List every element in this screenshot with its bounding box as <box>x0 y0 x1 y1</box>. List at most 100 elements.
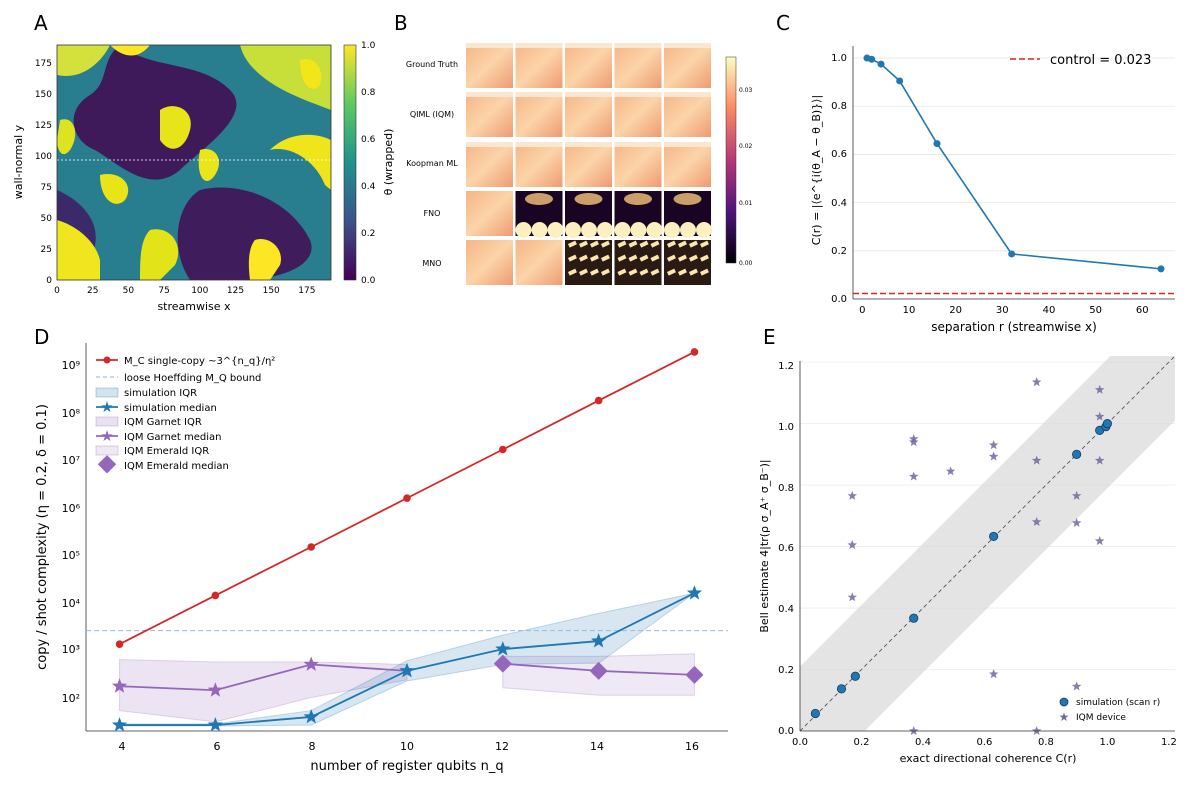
snapshot-blob <box>525 193 553 205</box>
c-xtick: 40 <box>1043 305 1056 316</box>
panel-b-cbar-ticks: 0.03 0.02 0.01 0.00 <box>739 87 753 267</box>
mc-point <box>690 348 699 356</box>
c-ytick: 0.4 <box>831 198 847 209</box>
panel-c-ylabel: C(r) = |⟨e^{i(θ_A − θ_B)}⟩| <box>810 95 823 245</box>
snapshot-stripe <box>590 240 599 248</box>
snapshot-top-band <box>614 43 662 48</box>
d-legend-label: simulation median <box>124 403 217 414</box>
snapshot-top-band <box>664 43 711 48</box>
b-cbar-tick: 0.01 <box>739 200 753 207</box>
coherence-line <box>866 57 1162 270</box>
snapshot-top-band <box>664 142 711 147</box>
panel-a-colorbar <box>343 44 357 281</box>
iqm-device-star <box>1094 411 1105 421</box>
a-ytick: 150 <box>35 90 52 100</box>
snapshot-stripe <box>650 254 660 262</box>
snapshot-stripe <box>700 254 709 262</box>
b-row-label: MNO <box>422 259 441 268</box>
b-cbar-tick: 0.02 <box>739 143 753 150</box>
coherence-point <box>868 55 876 63</box>
snapshot-top-band <box>515 43 563 48</box>
snapshot-blob <box>680 222 696 238</box>
simulation-point <box>1072 449 1082 459</box>
d-xtick: 14 <box>590 740 604 753</box>
snapshot-tile <box>664 43 711 88</box>
snapshot-stripe <box>601 254 610 262</box>
panel-c: C 0 10 20 30 40 50 60 0.0 0.2 0.4 0.6 0.… <box>776 11 1175 334</box>
e-ytick: 1.2 <box>778 361 794 372</box>
snapshot-tile <box>466 92 513 137</box>
panel-e: E 0.0 0.2 0.4 0.6 0.8 1.0 1.2 0.0 0.2 0.… <box>758 325 1177 765</box>
e-legend-star: ★ <box>1059 710 1070 724</box>
coherence-point <box>877 60 885 68</box>
snapshot-blob <box>581 222 597 238</box>
panel-e-data <box>799 355 1176 735</box>
iqm-device-star <box>1031 377 1042 387</box>
iqm-device-star <box>988 451 999 461</box>
simulation-point <box>850 671 860 681</box>
e-ytick: 0.4 <box>778 604 794 615</box>
snapshot-stripe <box>667 268 676 276</box>
c-ytick: 0.6 <box>831 149 847 160</box>
a-ytick: 175 <box>35 59 52 69</box>
a-ytick: 0 <box>46 276 52 286</box>
snapshot-tile <box>664 240 711 285</box>
emerald-median-diamond <box>493 654 512 673</box>
garnet-median-star <box>303 656 319 671</box>
snapshot-top-band <box>664 92 711 97</box>
snapshot-stripe <box>579 268 588 276</box>
panel-a-yticks: 0 25 50 75 100 125 150 175 <box>35 59 52 286</box>
snapshot-stripe <box>568 240 577 248</box>
panel-a-cbar-ticks: 0.0 0.2 0.4 0.6 0.8 1.0 <box>361 41 376 286</box>
panel-d-data <box>86 348 728 732</box>
snapshot-stripe <box>689 240 698 248</box>
e-xtick: 0.0 <box>792 737 808 748</box>
simulation-median-star <box>686 585 703 600</box>
snapshot-tile <box>614 92 662 137</box>
snapshot-stripe <box>617 268 627 276</box>
c-ytick: 1.0 <box>831 53 847 64</box>
b-cbar-tick: 0.00 <box>739 260 753 267</box>
emerald-median-diamond <box>685 665 704 684</box>
phase-heatmap <box>57 45 331 280</box>
iqm-device-star <box>988 440 999 450</box>
a-ytick: 100 <box>35 152 52 162</box>
snapshot-stripe <box>678 240 687 248</box>
snapshot-stripe <box>650 268 660 276</box>
d-ytick: 10⁸ <box>62 407 81 420</box>
panel-c-legend-label: control = 0.023 <box>1050 53 1151 68</box>
b-row-label: QIML (IQM) <box>410 110 454 119</box>
a-xtick: 75 <box>158 286 169 296</box>
iqm-device-star <box>1071 490 1082 500</box>
snapshot-stripe <box>639 254 649 262</box>
e-xtick: 0.4 <box>915 737 931 748</box>
snapshot-top-band <box>515 142 563 147</box>
e-xtick: 0.2 <box>854 737 870 748</box>
d-legend-label: M_C single-copy ~3^{n_q}/η² <box>124 356 275 367</box>
garnet-iqr-band <box>119 659 408 723</box>
snapshot-blob <box>597 222 613 238</box>
snapshot-stripe <box>628 268 638 276</box>
c-xtick: 30 <box>996 305 1009 316</box>
simulation-point <box>909 613 919 623</box>
iqm-device-star <box>1031 517 1042 526</box>
iqm-device-star <box>1094 536 1105 546</box>
e-legend-label: simulation (scan r) <box>1076 698 1160 708</box>
snapshot-top-band <box>466 142 513 147</box>
mc-point <box>499 445 507 454</box>
snapshot-stripe <box>601 240 610 248</box>
snapshot-blob <box>531 222 548 238</box>
snapshot-tile <box>565 92 612 137</box>
snapshot-top-band <box>466 92 513 97</box>
snapshot-stripe <box>601 268 610 276</box>
c-ytick: 0.2 <box>831 246 847 257</box>
coherence-point <box>1157 265 1165 273</box>
a-cbar-tick: 0.6 <box>361 135 376 145</box>
panel-b-snapshot-grid <box>466 43 712 285</box>
snapshot-blob <box>673 193 702 205</box>
simulation-median-star <box>495 641 511 656</box>
c-xtick: 50 <box>1089 305 1102 316</box>
a-cbar-tick: 0.4 <box>361 182 376 192</box>
mc-point <box>403 494 411 502</box>
